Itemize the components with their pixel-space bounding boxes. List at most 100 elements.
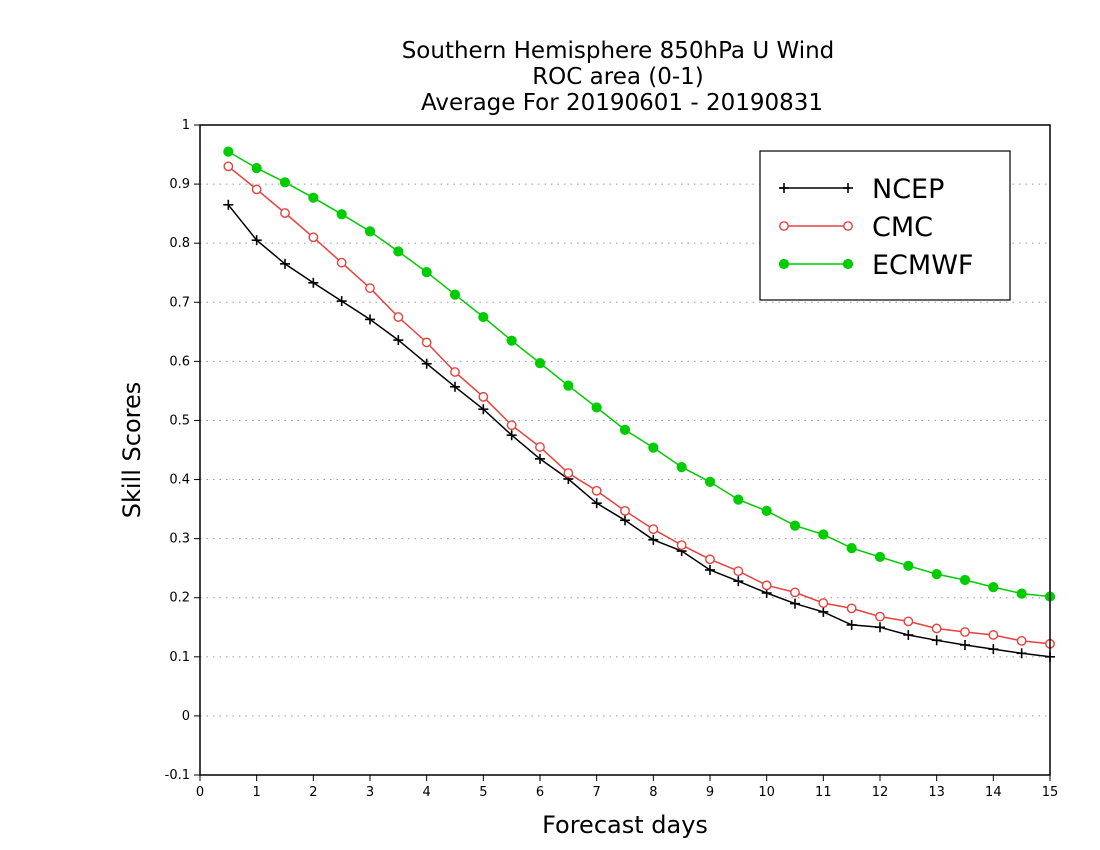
ncep-point [903,629,914,640]
ncep-point [705,564,715,575]
cmc-point [365,283,375,293]
ecmwf-point [336,209,347,220]
ecmwf-point [818,529,829,540]
ncep-point [336,296,347,307]
series [223,146,1056,662]
x-tick-label: 0 [196,785,204,800]
cmc-point [506,420,517,431]
cmc-point [450,367,460,377]
y-tick-label: 0.1 [169,650,190,665]
cmc-point [478,391,489,402]
title-line-1: Southern Hemisphere 850hPa U Wind [402,38,835,64]
ecmwf-point [251,163,262,174]
ecmwf-point [449,289,461,300]
ncep-point [365,314,375,325]
legend-marker-cmc [843,221,853,231]
x-tick-label: 1 [253,785,261,800]
cmc-point [875,611,885,622]
ecmwf-point [421,267,432,278]
legend-marker-ecmwf [778,258,790,270]
series-ecmwf [223,146,1056,602]
legend-entry-cmc: CMC [779,212,933,243]
ncep-point [280,258,290,269]
x-axis-label: Forecast days [542,811,708,839]
ecmwf-point [1016,588,1027,599]
ncep-point [450,381,460,392]
cmc-point [705,554,715,565]
ncep-point [875,622,885,633]
cmc-point [1016,635,1027,646]
legend-label-ncep: NCEP [872,174,944,205]
cmc-point [393,312,404,322]
cmc-point [790,587,800,598]
legend-marker-ncep [779,183,789,193]
ncep-point [1016,648,1027,659]
ncep-point [960,640,970,650]
x-tick-label: 3 [366,785,374,800]
ecmwf-point [563,380,574,391]
ecmwf-point [874,551,886,563]
y-tick-label: 0.4 [169,473,190,488]
cmc-point [336,257,347,268]
ncep-point [846,619,857,630]
ecmwf-point [959,574,971,586]
ecmwf-point [761,505,772,516]
x-tick-label: 15 [1042,785,1059,800]
cmc-point [620,505,630,516]
y-tick-label: 0.7 [169,295,190,310]
y-tick-label: 0.6 [169,354,190,369]
legend: NCEP CMC ECMWF [759,150,1011,301]
legend-entry-ncep: NCEP [779,174,944,205]
cmc-point [648,524,659,535]
cmc-point [421,337,432,348]
ecmwf-point [931,568,942,580]
ncep-point [733,576,744,587]
ncep-point [223,199,234,210]
y-tick-label: 0 [182,709,190,724]
ecmwf-point [988,581,999,593]
legend-label-cmc: CMC [872,212,933,243]
ncep-point [591,498,602,509]
ecmwf-point [308,192,319,203]
y-tick-label: 0.5 [169,413,190,428]
ncep-point [818,606,829,617]
ticks: -0.100.10.20.30.40.50.60.70.80.910 1 2 3 4 5 6… [165,118,1059,800]
ecmwf-point [534,358,546,369]
ncep-point [648,534,659,545]
x-tick-label: 6 [536,785,544,800]
y-tick-label: 0.8 [169,236,190,251]
cmc-point [761,580,772,591]
legend-label-ecmwf: ECMWF [872,250,973,281]
cmc-point [960,627,970,637]
x-tick-label: 4 [423,785,431,800]
x-tick-label: 10 [758,785,775,800]
ncep-point [308,277,319,288]
ncep-point [393,335,404,346]
cmc-point [988,630,999,640]
ecmwf-point [591,402,602,413]
y-tick-label: -0.1 [165,768,190,783]
ecmwf-point [223,146,234,157]
cmc-point [903,616,914,627]
ncep-point [931,635,942,646]
legend-marker-ecmwf [842,258,854,270]
cmc-point [563,468,574,478]
legend-marker-ncep [843,183,853,193]
legend-marker-cmc [779,221,789,231]
cmc-point [733,566,744,577]
ecmwf-point [846,542,857,554]
ncep-point [620,515,630,526]
ecmwf-point [648,442,659,453]
ecmwf-point [506,335,517,346]
x-tick-label: 14 [985,785,1002,800]
cmc-point [676,540,687,551]
cmc-point [846,603,857,614]
ncep-point [421,358,432,369]
x-tick-label: 8 [649,785,657,800]
cmc-point [931,623,942,634]
ncep-point [478,404,489,415]
series-cmc [223,161,1055,649]
ecmwf-point [704,476,716,488]
ncep-line [227,204,1051,658]
